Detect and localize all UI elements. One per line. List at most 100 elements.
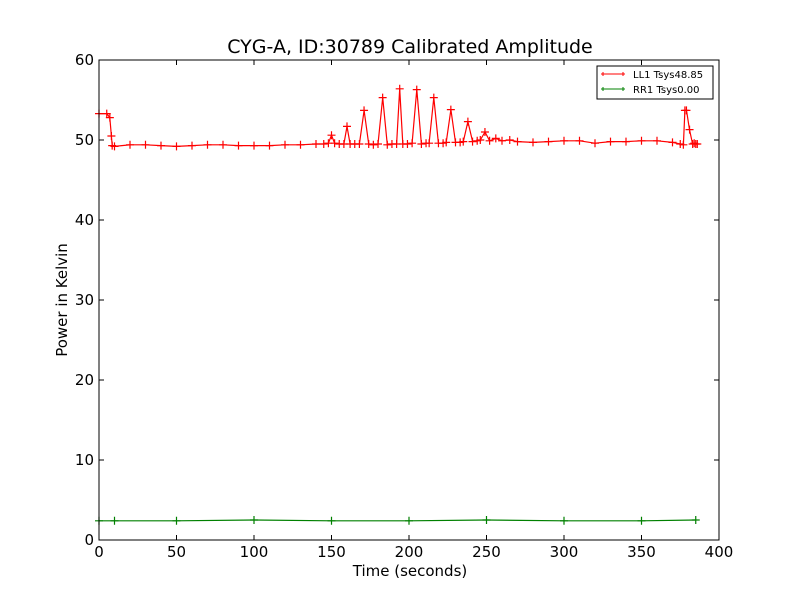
data-point: [468, 137, 477, 146]
data-point: [403, 140, 412, 148]
data-point: [126, 140, 134, 149]
data-point: [234, 141, 243, 150]
data-point: [369, 140, 378, 149]
data-point: [668, 138, 677, 147]
x-tick-label: 0: [94, 543, 104, 561]
x-tick-label: 250: [472, 543, 501, 561]
data-point: [281, 140, 289, 149]
data-point: [312, 140, 320, 148]
data-point: [606, 137, 615, 146]
data-point: [327, 516, 336, 525]
data-point: [172, 142, 181, 151]
chart-title: CYG-A, ID:30789 Calibrated Amplitude: [227, 36, 592, 58]
data-point: [141, 140, 150, 149]
data-point: [560, 136, 568, 145]
data-point: [265, 141, 274, 150]
data-point: [110, 142, 119, 151]
data-point: [459, 137, 468, 146]
plot-area: [99, 60, 719, 540]
data-point: [480, 128, 489, 136]
data-point: [296, 140, 305, 149]
data-point: [172, 516, 181, 525]
data-point: [463, 117, 472, 126]
data-point: [446, 105, 455, 114]
data-point: [529, 138, 537, 147]
x-tick-label: 350: [627, 543, 656, 561]
data-point: [374, 140, 382, 148]
legend-entry-2: RR1 Tsys0.00: [601, 85, 700, 96]
legend-label: RR1 Tsys0.00: [633, 85, 700, 96]
x-axis-label: Time (seconds): [352, 562, 468, 580]
data-point: [355, 140, 364, 148]
data-point: [330, 139, 339, 148]
data-point: [679, 140, 688, 149]
data-point: [188, 141, 196, 150]
data-point: [364, 140, 373, 148]
data-point: [327, 131, 336, 140]
data-point: [417, 140, 426, 148]
y-tick-label: 20: [75, 371, 94, 389]
data-point: [591, 139, 599, 148]
x-tick-label: 150: [317, 543, 346, 561]
data-point: [250, 141, 258, 150]
legend-label: LL1 Tsys48.85: [633, 70, 703, 81]
data-point: [691, 516, 700, 524]
data-point: [219, 140, 227, 149]
y-tick-label: 10: [75, 451, 94, 469]
series-2: [95, 516, 700, 525]
data-point: [682, 106, 691, 115]
x-tick-label: 400: [705, 543, 734, 561]
legend-swatch-marker: [601, 72, 625, 76]
series-line: [99, 88, 698, 148]
data-point: [693, 140, 702, 148]
y-tick-label: 60: [75, 51, 94, 69]
data-point: [408, 139, 417, 148]
x-tick-label: 300: [550, 543, 579, 561]
data-point: [343, 122, 351, 131]
y-tick-label: 30: [75, 291, 94, 309]
data-point: [395, 84, 404, 93]
series-1: [95, 84, 702, 151]
legend: LL1 Tsys48.85 RR1 Tsys0.00: [596, 65, 714, 100]
data-point: [442, 138, 451, 147]
data-point: [491, 134, 500, 143]
legend-box: [596, 65, 714, 100]
data-point: [505, 136, 514, 144]
data-point: [378, 93, 387, 102]
data-point: [383, 140, 392, 149]
data-point: [637, 136, 646, 145]
x-tick-label: 100: [240, 543, 269, 561]
data-point: [405, 516, 413, 525]
data-point: [544, 137, 553, 146]
y-tick-label: 40: [75, 211, 94, 229]
data-point: [412, 85, 421, 94]
legend-swatch-marker: [601, 87, 625, 91]
tick-layer: 0 50 100 150 200 250 300 350 400 0 10 20 30 40 50 60: [75, 51, 733, 561]
data-point: [653, 136, 661, 145]
data-point: [105, 113, 114, 122]
data-point: [476, 136, 485, 144]
x-tick-label: 50: [167, 543, 186, 561]
data-point: [110, 516, 119, 525]
data-point: [157, 141, 165, 150]
data-point: [360, 106, 369, 115]
data-point: [203, 140, 212, 149]
data-point: [622, 137, 630, 146]
data-point: [637, 516, 646, 525]
data-point: [485, 136, 494, 145]
data-point: [685, 125, 694, 134]
data-point: [498, 136, 506, 145]
series-line: [99, 519, 696, 522]
data-point: [319, 140, 328, 148]
y-tick-label: 0: [84, 531, 94, 549]
y-axis-label: Power in Kelvin: [53, 243, 71, 357]
data-point: [425, 139, 434, 148]
data-point: [107, 132, 116, 140]
series-layer: [95, 84, 702, 525]
data-point: [560, 516, 568, 525]
legend-entry-1: LL1 Tsys48.85: [601, 70, 703, 81]
data-point: [429, 93, 438, 102]
x-tick-label: 200: [395, 543, 424, 561]
data-point: [513, 137, 522, 146]
data-point: [250, 516, 258, 524]
